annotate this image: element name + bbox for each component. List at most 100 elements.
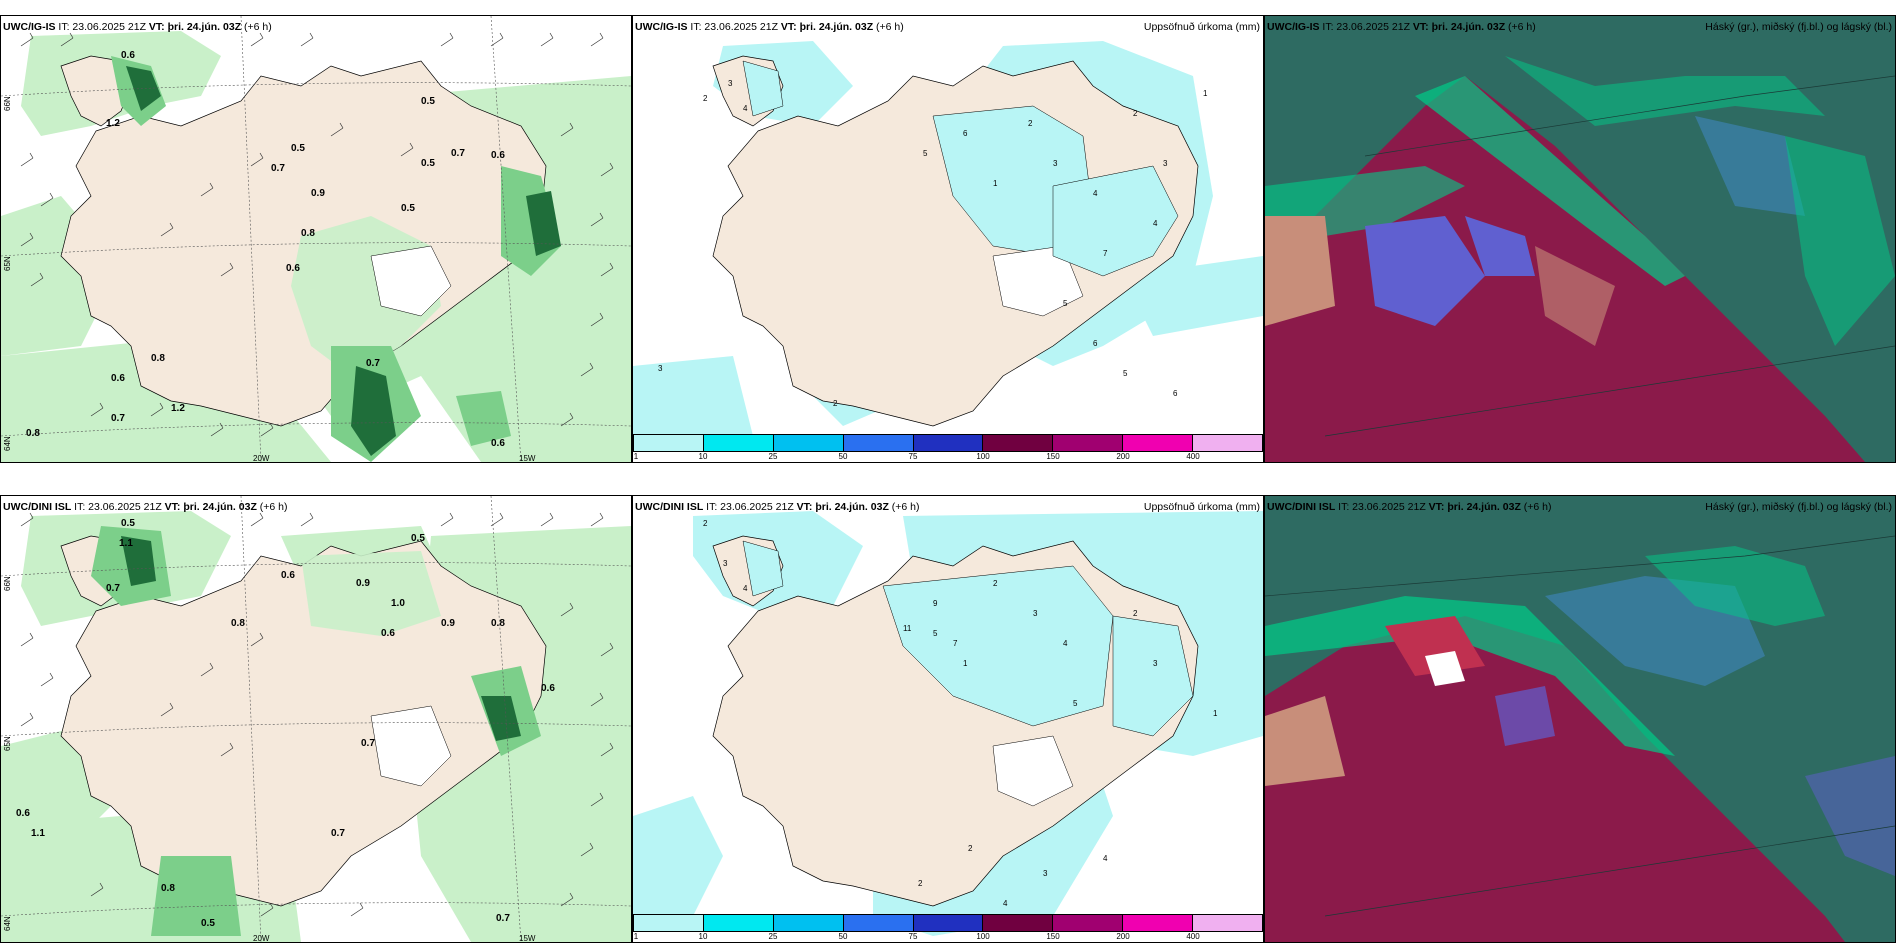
svg-text:3: 3: [1033, 609, 1038, 618]
panel-dini-clouds: UWC/DINI ISL IT: 23.06.2025 21Z VT: þri.…: [1264, 495, 1896, 943]
svg-text:4: 4: [1003, 899, 1008, 908]
svg-text:0.5: 0.5: [421, 158, 435, 169]
lon-label: 15W: [519, 934, 536, 943]
colorbar-box: [1123, 914, 1194, 932]
svg-text:0.8: 0.8: [231, 618, 245, 629]
colorbar-box: [633, 914, 704, 932]
lat-label: 66N: [3, 576, 12, 591]
svg-text:1.2: 1.2: [171, 403, 185, 414]
svg-text:6: 6: [963, 129, 968, 138]
colorbar-box: [843, 914, 914, 932]
colorbar-label: 25: [768, 932, 778, 941]
svg-text:2: 2: [1133, 109, 1138, 118]
svg-text:3: 3: [1053, 159, 1058, 168]
colorbar-label: 100: [976, 452, 990, 461]
colorbar-label: 75: [908, 452, 918, 461]
panel-header: UWC/IG-IS IT: 23.06.2025 21Z VT: þri. 24…: [3, 21, 272, 33]
svg-text:0.6: 0.6: [286, 263, 300, 274]
svg-text:0.5: 0.5: [401, 203, 415, 214]
map-ig-clouds: [1265, 16, 1895, 462]
lat-label: 64N: [3, 436, 12, 451]
lon-label: 20W: [253, 934, 270, 943]
svg-text:2: 2: [833, 399, 838, 408]
colorbar-box: [1193, 914, 1263, 932]
colorbar-label: 150: [1046, 932, 1060, 941]
colorbar-label: 50: [838, 452, 848, 461]
svg-text:0.8: 0.8: [491, 618, 505, 629]
svg-text:0.7: 0.7: [331, 828, 345, 839]
svg-text:7: 7: [953, 639, 958, 648]
svg-text:6: 6: [1173, 389, 1178, 398]
svg-text:1: 1: [1203, 89, 1208, 98]
lat-label: 65N: [3, 256, 12, 271]
panel-header: UWC/IG-IS IT: 23.06.2025 21Z VT: þri. 24…: [635, 21, 904, 33]
colorbar-box: [773, 434, 844, 452]
panel-ig-clouds: UWC/IG-IS IT: 23.06.2025 21Z VT: þri. 24…: [1264, 15, 1896, 463]
colorbar-label: 50: [838, 932, 848, 941]
panel-header: UWC/IG-IS IT: 23.06.2025 21Z VT: þri. 24…: [1267, 21, 1536, 33]
svg-text:3: 3: [1043, 869, 1048, 878]
colorbar-label: 200: [1116, 452, 1130, 461]
lat-label: 65N: [3, 736, 12, 751]
colorbar-label: 1: [633, 452, 639, 461]
svg-text:2: 2: [1028, 119, 1033, 128]
colorbar-label: 400: [1186, 932, 1200, 941]
svg-text:0.5: 0.5: [421, 96, 435, 107]
svg-text:2: 2: [968, 844, 973, 853]
svg-text:0.5: 0.5: [121, 518, 135, 529]
colorbar-box: [1053, 434, 1124, 452]
svg-text:0.9: 0.9: [356, 578, 370, 589]
svg-text:7: 7: [1103, 249, 1108, 258]
svg-text:9: 9: [933, 599, 938, 608]
panel-dini-precip: 2 3 4 5 1 2 3 4 11 9 7 2 3 1 4 2 3 5 4 2…: [632, 495, 1264, 943]
svg-text:4: 4: [1103, 854, 1108, 863]
svg-text:1: 1: [993, 179, 998, 188]
svg-text:2: 2: [703, 94, 708, 103]
svg-text:0.5: 0.5: [201, 918, 215, 929]
svg-text:2: 2: [918, 879, 923, 888]
map-dini-clouds: [1265, 496, 1895, 942]
panel-header: UWC/DINI ISL IT: 23.06.2025 21Z VT: þri.…: [635, 501, 920, 513]
svg-text:0.6: 0.6: [111, 373, 125, 384]
map-ig-precip: 2 3 4 5 6 1 2 3 4 7 5 2 3 4 1 6 2 3 5 6: [633, 16, 1263, 462]
svg-text:0.6: 0.6: [16, 808, 30, 819]
svg-text:2: 2: [1133, 609, 1138, 618]
colorbar-label: 10: [698, 932, 708, 941]
panel-header: UWC/DINI ISL IT: 23.06.2025 21Z VT: þri.…: [3, 501, 288, 513]
colorbar-box: [1123, 434, 1194, 452]
colorbar-boxes: [633, 914, 1263, 932]
svg-text:0.5: 0.5: [411, 533, 425, 544]
colorbar-boxes: [633, 434, 1263, 452]
colorbar-box: [843, 434, 914, 452]
svg-text:4: 4: [1153, 219, 1158, 228]
map-ig-wind: 0.6 0.5 1.2 0.8 0.6 0.5 0.7 0.9 0.5 0.7 …: [1, 16, 631, 462]
svg-text:4: 4: [743, 104, 748, 113]
svg-text:6: 6: [1093, 339, 1098, 348]
svg-text:0.6: 0.6: [491, 438, 505, 449]
colorbar-box: [703, 434, 774, 452]
svg-text:4: 4: [1093, 189, 1098, 198]
lon-label: 20W: [253, 454, 270, 463]
svg-text:1.0: 1.0: [391, 598, 405, 609]
svg-text:0.8: 0.8: [26, 428, 40, 439]
svg-text:0.7: 0.7: [366, 358, 380, 369]
panel-right-title: Háský (gr.), miðský (fj.bl.) og lágský (…: [1705, 501, 1892, 513]
svg-text:0.6: 0.6: [491, 150, 505, 161]
svg-text:0.7: 0.7: [451, 148, 465, 159]
panel-ig-precip: 2 3 4 5 6 1 2 3 4 7 5 2 3 4 1 6 2 3 5 6 …: [632, 15, 1264, 463]
svg-text:2: 2: [993, 579, 998, 588]
colorbar-label: 1: [633, 932, 639, 941]
map-dini-precip: 2 3 4 5 1 2 3 4 11 9 7 2 3 1 4 2 3 5 4 2: [633, 496, 1263, 942]
colorbar-label: 75: [908, 932, 918, 941]
colorbar-box: [983, 434, 1054, 452]
svg-text:3: 3: [728, 79, 733, 88]
svg-text:0.8: 0.8: [161, 883, 175, 894]
svg-text:0.7: 0.7: [106, 583, 120, 594]
svg-text:0.7: 0.7: [361, 738, 375, 749]
panel-right-title: Uppsöfnuð úrkoma (mm): [1143, 21, 1260, 33]
colorbar-label: 10: [698, 452, 708, 461]
panel-dini-wind: 0.5 1.1 0.7 0.8 0.6 0.9 1.0 0.5 0.6 0.8 …: [0, 495, 632, 943]
svg-text:3: 3: [1153, 659, 1158, 668]
svg-text:0.9: 0.9: [441, 618, 455, 629]
colorbar-box: [913, 434, 984, 452]
